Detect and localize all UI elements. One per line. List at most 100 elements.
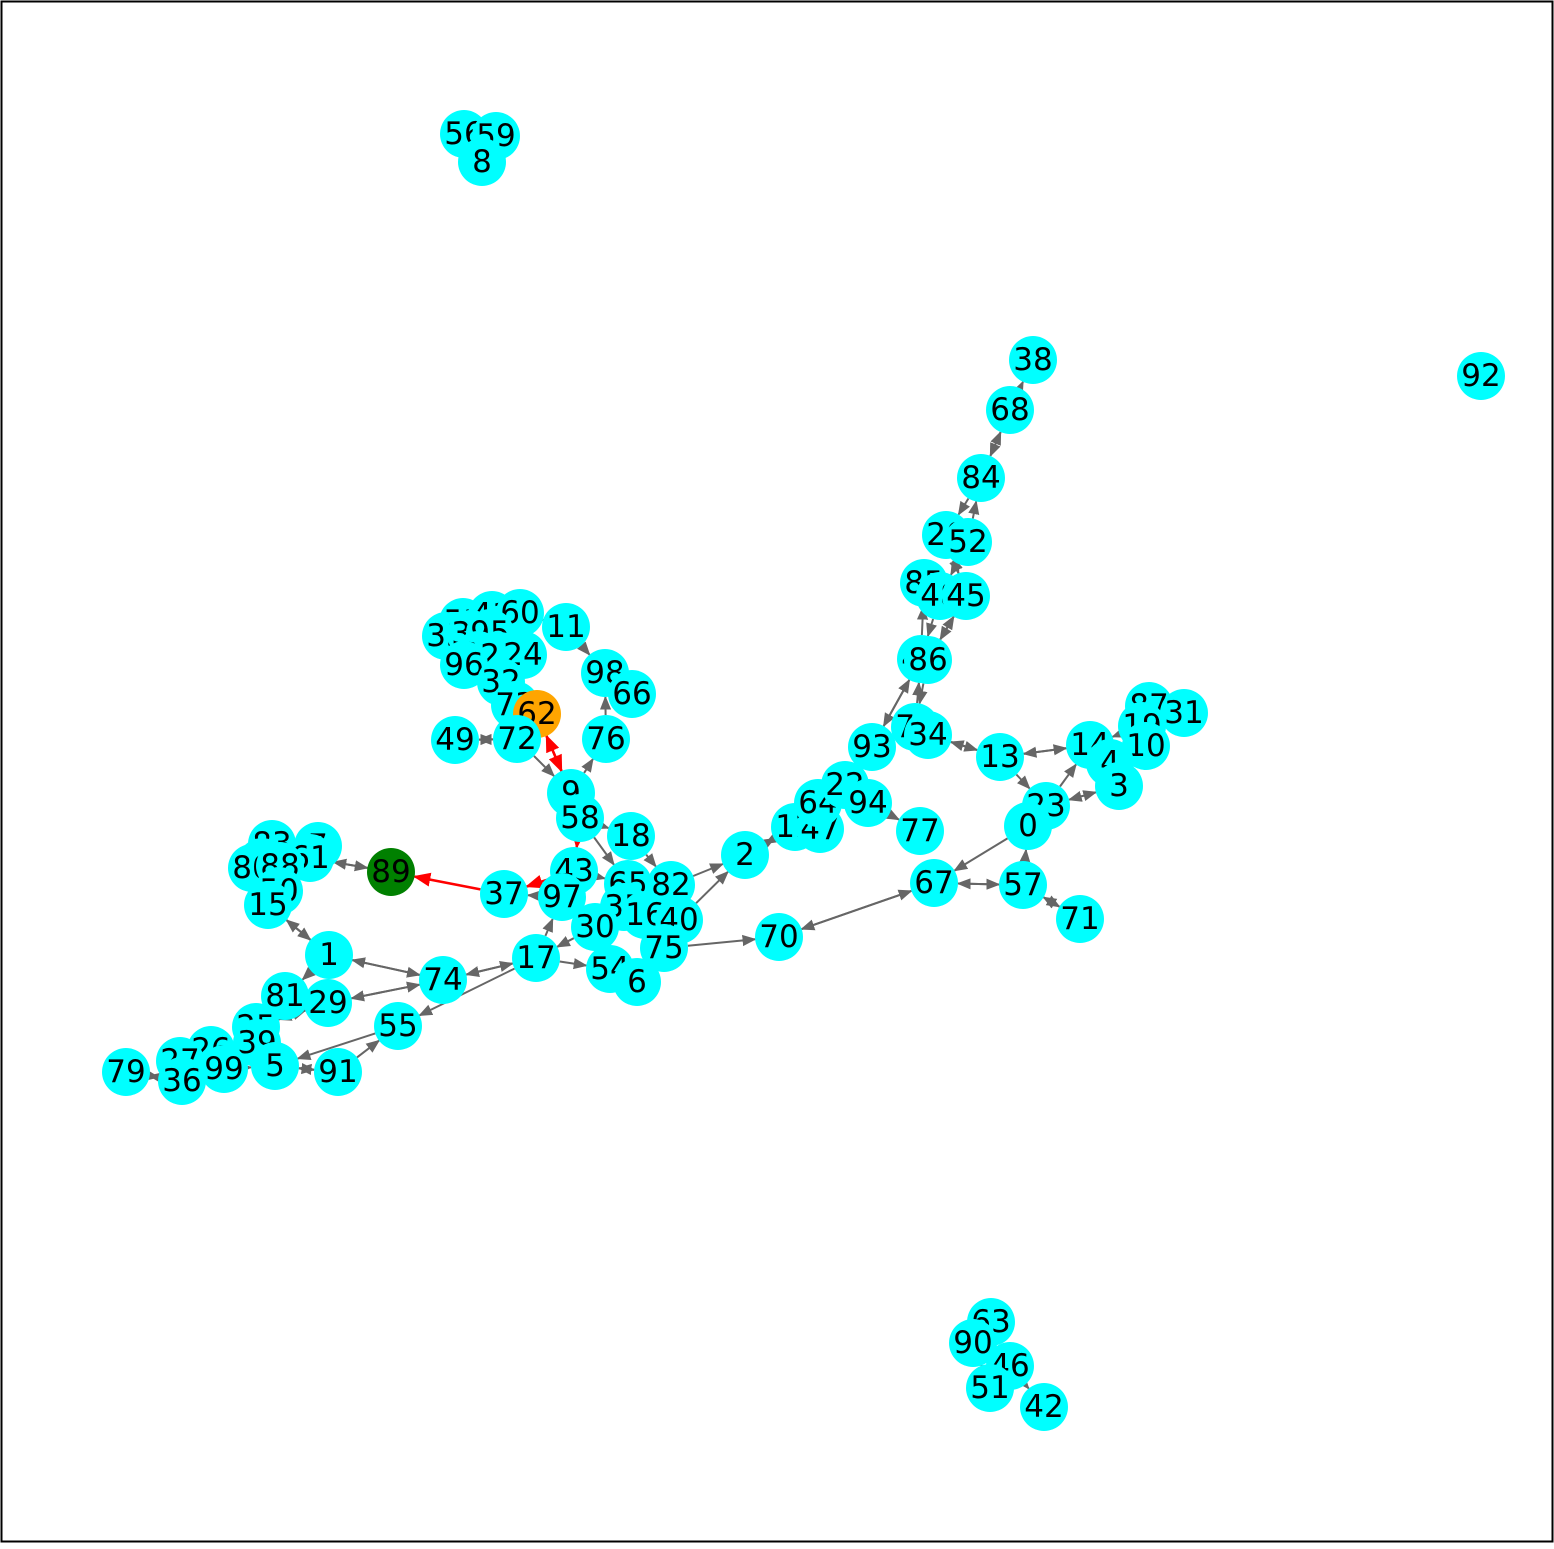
node-label: 94 bbox=[848, 785, 887, 821]
node-label: 37 bbox=[484, 876, 523, 912]
node-label: 75 bbox=[644, 930, 683, 966]
edge-97-37 bbox=[528, 895, 538, 896]
node-5[interactable]: 5 bbox=[251, 1042, 299, 1090]
node-label: 6 bbox=[627, 964, 647, 1000]
node-label: 86 bbox=[908, 642, 947, 678]
node-label: 76 bbox=[586, 721, 625, 757]
node-72[interactable]: 72 bbox=[493, 715, 541, 763]
node-13[interactable]: 13 bbox=[976, 733, 1024, 781]
node-55[interactable]: 55 bbox=[374, 1002, 422, 1050]
node-label: 5 bbox=[265, 1048, 285, 1084]
node-label: 13 bbox=[980, 739, 1019, 775]
node-66[interactable]: 66 bbox=[608, 670, 656, 718]
node-label: 11 bbox=[546, 609, 585, 645]
node-label: 49 bbox=[435, 722, 474, 758]
node-label: 17 bbox=[516, 940, 555, 976]
node-89[interactable]: 89 bbox=[367, 848, 415, 896]
node-label: 30 bbox=[575, 909, 614, 945]
node-0[interactable]: 0 bbox=[1004, 802, 1052, 850]
node-37[interactable]: 37 bbox=[480, 870, 528, 918]
node-30[interactable]: 30 bbox=[571, 903, 619, 951]
node-label: 34 bbox=[908, 717, 947, 753]
edge-67-57 bbox=[958, 884, 999, 885]
node-71[interactable]: 71 bbox=[1056, 895, 1104, 943]
node-label: 29 bbox=[308, 985, 347, 1021]
node-label: 72 bbox=[497, 721, 536, 757]
node-label: 0 bbox=[1018, 808, 1038, 844]
node-51[interactable]: 51 bbox=[966, 1364, 1014, 1412]
node-86[interactable]: 86 bbox=[904, 636, 952, 684]
node-label: 84 bbox=[961, 460, 1000, 496]
node-label: 70 bbox=[759, 919, 798, 955]
node-label: 91 bbox=[318, 1054, 357, 1090]
node-91[interactable]: 91 bbox=[314, 1048, 362, 1096]
node-label: 67 bbox=[914, 865, 953, 901]
node-label: 51 bbox=[970, 1370, 1009, 1406]
node-label: 92 bbox=[1461, 358, 1500, 394]
node-8[interactable]: 8 bbox=[458, 138, 506, 186]
node-70[interactable]: 70 bbox=[755, 913, 803, 961]
node-17[interactable]: 17 bbox=[512, 934, 560, 982]
node-label: 52 bbox=[948, 524, 987, 560]
node-label: 2 bbox=[735, 837, 755, 873]
node-92[interactable]: 92 bbox=[1457, 352, 1505, 400]
node-76[interactable]: 76 bbox=[582, 715, 630, 763]
node-label: 36 bbox=[162, 1063, 201, 1099]
node-15[interactable]: 15 bbox=[244, 881, 292, 929]
node-label: 31 bbox=[1164, 695, 1203, 731]
node-79[interactable]: 79 bbox=[102, 1048, 150, 1096]
node-6[interactable]: 6 bbox=[613, 958, 661, 1006]
node-42[interactable]: 42 bbox=[1020, 1383, 1068, 1431]
node-label: 93 bbox=[852, 729, 891, 765]
node-label: 79 bbox=[106, 1054, 145, 1090]
node-94[interactable]: 94 bbox=[844, 779, 892, 827]
node-label: 90 bbox=[953, 1325, 992, 1361]
node-label: 66 bbox=[612, 676, 651, 712]
node-label: 8 bbox=[472, 144, 492, 180]
node-57[interactable]: 57 bbox=[999, 861, 1047, 909]
node-label: 3 bbox=[1109, 768, 1129, 804]
node-11[interactable]: 11 bbox=[542, 603, 590, 651]
node-label: 99 bbox=[204, 1051, 243, 1087]
node-45[interactable]: 45 bbox=[942, 572, 990, 620]
node-label: 89 bbox=[371, 854, 410, 890]
node-3[interactable]: 3 bbox=[1095, 762, 1143, 810]
edge-36-79 bbox=[150, 1076, 159, 1077]
edge-57-0 bbox=[1025, 850, 1026, 861]
node-68[interactable]: 68 bbox=[986, 386, 1034, 434]
node-93[interactable]: 93 bbox=[848, 723, 896, 771]
node-31[interactable]: 31 bbox=[1160, 689, 1208, 737]
node-18[interactable]: 18 bbox=[607, 812, 655, 860]
node-49[interactable]: 49 bbox=[431, 716, 479, 764]
node-label: 58 bbox=[560, 800, 599, 836]
node-label: 74 bbox=[423, 962, 462, 998]
node-29[interactable]: 29 bbox=[304, 979, 352, 1027]
node-label: 77 bbox=[900, 813, 939, 849]
node-2[interactable]: 2 bbox=[721, 831, 769, 879]
node-74[interactable]: 74 bbox=[419, 956, 467, 1004]
node-label: 42 bbox=[1024, 1389, 1063, 1425]
node-52[interactable]: 52 bbox=[944, 518, 992, 566]
node-label: 15 bbox=[248, 887, 287, 923]
node-67[interactable]: 67 bbox=[910, 859, 958, 907]
node-36[interactable]: 36 bbox=[158, 1057, 206, 1105]
node-38[interactable]: 38 bbox=[1009, 336, 1057, 384]
node-label: 18 bbox=[611, 818, 650, 854]
node-label: 57 bbox=[1003, 867, 1042, 903]
node-label: 45 bbox=[946, 578, 985, 614]
node-1[interactable]: 1 bbox=[305, 931, 353, 979]
node-99[interactable]: 99 bbox=[200, 1045, 248, 1093]
node-77[interactable]: 77 bbox=[896, 807, 944, 855]
node-label: 71 bbox=[1060, 901, 1099, 937]
edge-91-5 bbox=[299, 1068, 314, 1069]
node-84[interactable]: 84 bbox=[957, 454, 1005, 502]
node-34[interactable]: 34 bbox=[904, 711, 952, 759]
edge-58-43 bbox=[577, 842, 578, 847]
node-58[interactable]: 58 bbox=[556, 794, 604, 842]
node-label: 68 bbox=[990, 392, 1029, 428]
node-label: 55 bbox=[378, 1008, 417, 1044]
node-label: 1 bbox=[319, 937, 339, 973]
